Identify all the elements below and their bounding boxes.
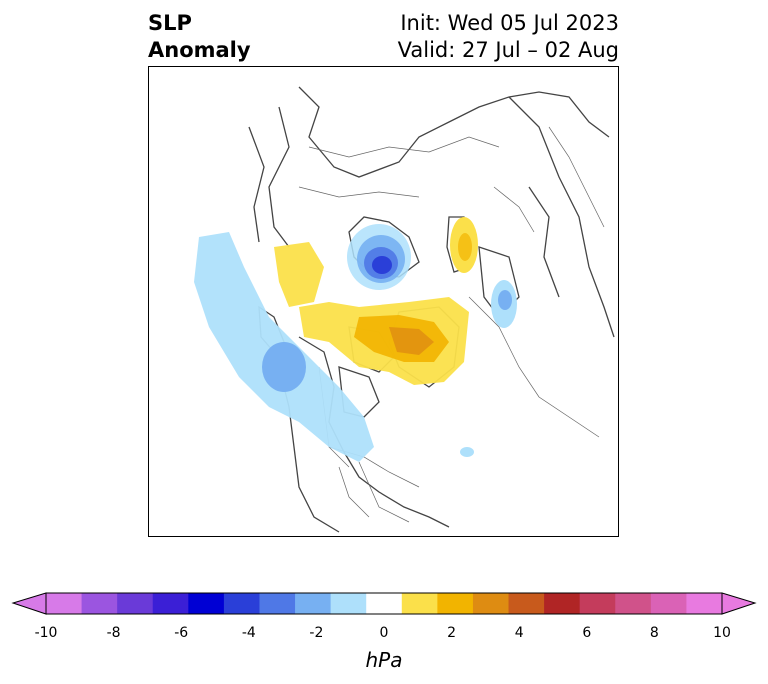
colorbar-tick-label: 8 (649, 625, 659, 641)
colorbar-tick-label: 4 (514, 625, 524, 641)
colorbar-swatch (686, 593, 723, 614)
run-info: Init: Wed 05 Jul 2023 Valid: 27 Jul – 02… (398, 10, 619, 64)
valid-period: Valid: 27 Jul – 02 Aug (397, 38, 619, 62)
colorbar-swatch (46, 593, 83, 614)
title-line-2: Anomaly (148, 38, 251, 62)
colorbar-tick-label: 2 (447, 625, 457, 641)
colorbar-swatch (472, 593, 510, 614)
colorbar-swatch (650, 593, 687, 614)
positive-anomaly-scandinavia (450, 217, 478, 273)
colorbar-tick-label: 0 (379, 625, 389, 641)
negative-anomaly-atlantic (460, 280, 517, 457)
colorbar-swatch (295, 593, 332, 614)
colorbar-swatch (330, 593, 367, 614)
colorbar-swatch (81, 593, 118, 614)
colorbar-swatch (437, 593, 474, 614)
colorbar-boxes (46, 593, 723, 614)
positive-anomaly-greenland (274, 242, 469, 385)
colorbar-swatch (401, 593, 438, 614)
colorbar-over-arrow (721, 592, 757, 615)
title-line-1: SLP (148, 11, 192, 35)
anomaly-map (194, 86, 615, 533)
negative-anomaly-pacific (194, 232, 374, 462)
colorbar-tick-label: -6 (174, 625, 189, 641)
colorbar-under-arrow (11, 592, 47, 615)
colorbar-unit: hPa (365, 648, 403, 672)
colorbar-swatch (223, 593, 260, 614)
colorbar-swatch (544, 593, 581, 614)
colorbar-tick-label: -4 (241, 625, 256, 641)
colorbar-swatch (579, 593, 616, 614)
colorbar-swatch (615, 593, 652, 614)
colorbar (11, 592, 757, 615)
init-time: Init: Wed 05 Jul 2023 (400, 11, 619, 35)
colorbar-swatch (117, 593, 154, 614)
plot-title: SLP Anomaly (148, 10, 251, 64)
negative-anomaly-arctic (347, 224, 411, 290)
map-panel (148, 66, 619, 537)
colorbar-tick-label: -2 (309, 625, 324, 641)
colorbar-swatch (152, 593, 189, 614)
colorbar-swatch (508, 593, 545, 614)
colorbar-swatch (188, 593, 225, 614)
colorbar-tick-label: 6 (582, 625, 592, 641)
colorbar-tick-label: 10 (713, 625, 731, 641)
colorbar-outline (45, 592, 723, 615)
colorbar-swatch (366, 593, 403, 614)
colorbar-tick-label: -10 (34, 625, 58, 641)
colorbar-swatch (259, 593, 296, 614)
colorbar-tick-label: -8 (106, 625, 121, 641)
